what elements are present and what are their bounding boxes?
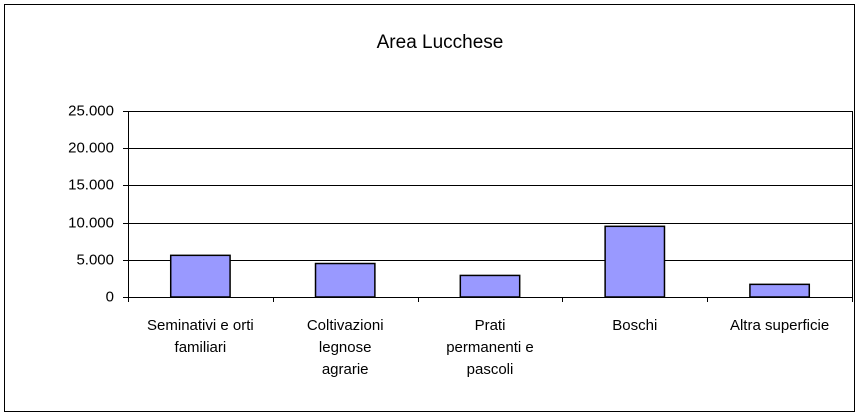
y-tick-label: 20.000 bbox=[68, 139, 114, 156]
y-tick-label: 10.000 bbox=[68, 214, 114, 231]
y-tick-label: 15.000 bbox=[68, 176, 114, 193]
chart-frame bbox=[4, 4, 855, 412]
x-tick-label: Altra superficie bbox=[729, 317, 830, 334]
bar bbox=[169, 254, 231, 298]
bar bbox=[604, 225, 666, 298]
chart-title: Area Lucchese bbox=[377, 32, 504, 53]
y-tick-label: 25.000 bbox=[68, 102, 114, 119]
x-tick-label: Coltivazioni legnose agrarie bbox=[306, 317, 384, 378]
x-tick-label: Seminativi e orti familiari bbox=[147, 317, 254, 356]
bar bbox=[314, 262, 376, 298]
y-tick-label: 0 bbox=[106, 288, 114, 305]
x-tick-label: Prati permanenti e pascoli bbox=[446, 317, 534, 378]
bar bbox=[749, 283, 811, 298]
x-tick-label: Boschi bbox=[612, 317, 658, 334]
y-tick-label: 5.000 bbox=[76, 251, 114, 268]
bar bbox=[459, 274, 521, 298]
